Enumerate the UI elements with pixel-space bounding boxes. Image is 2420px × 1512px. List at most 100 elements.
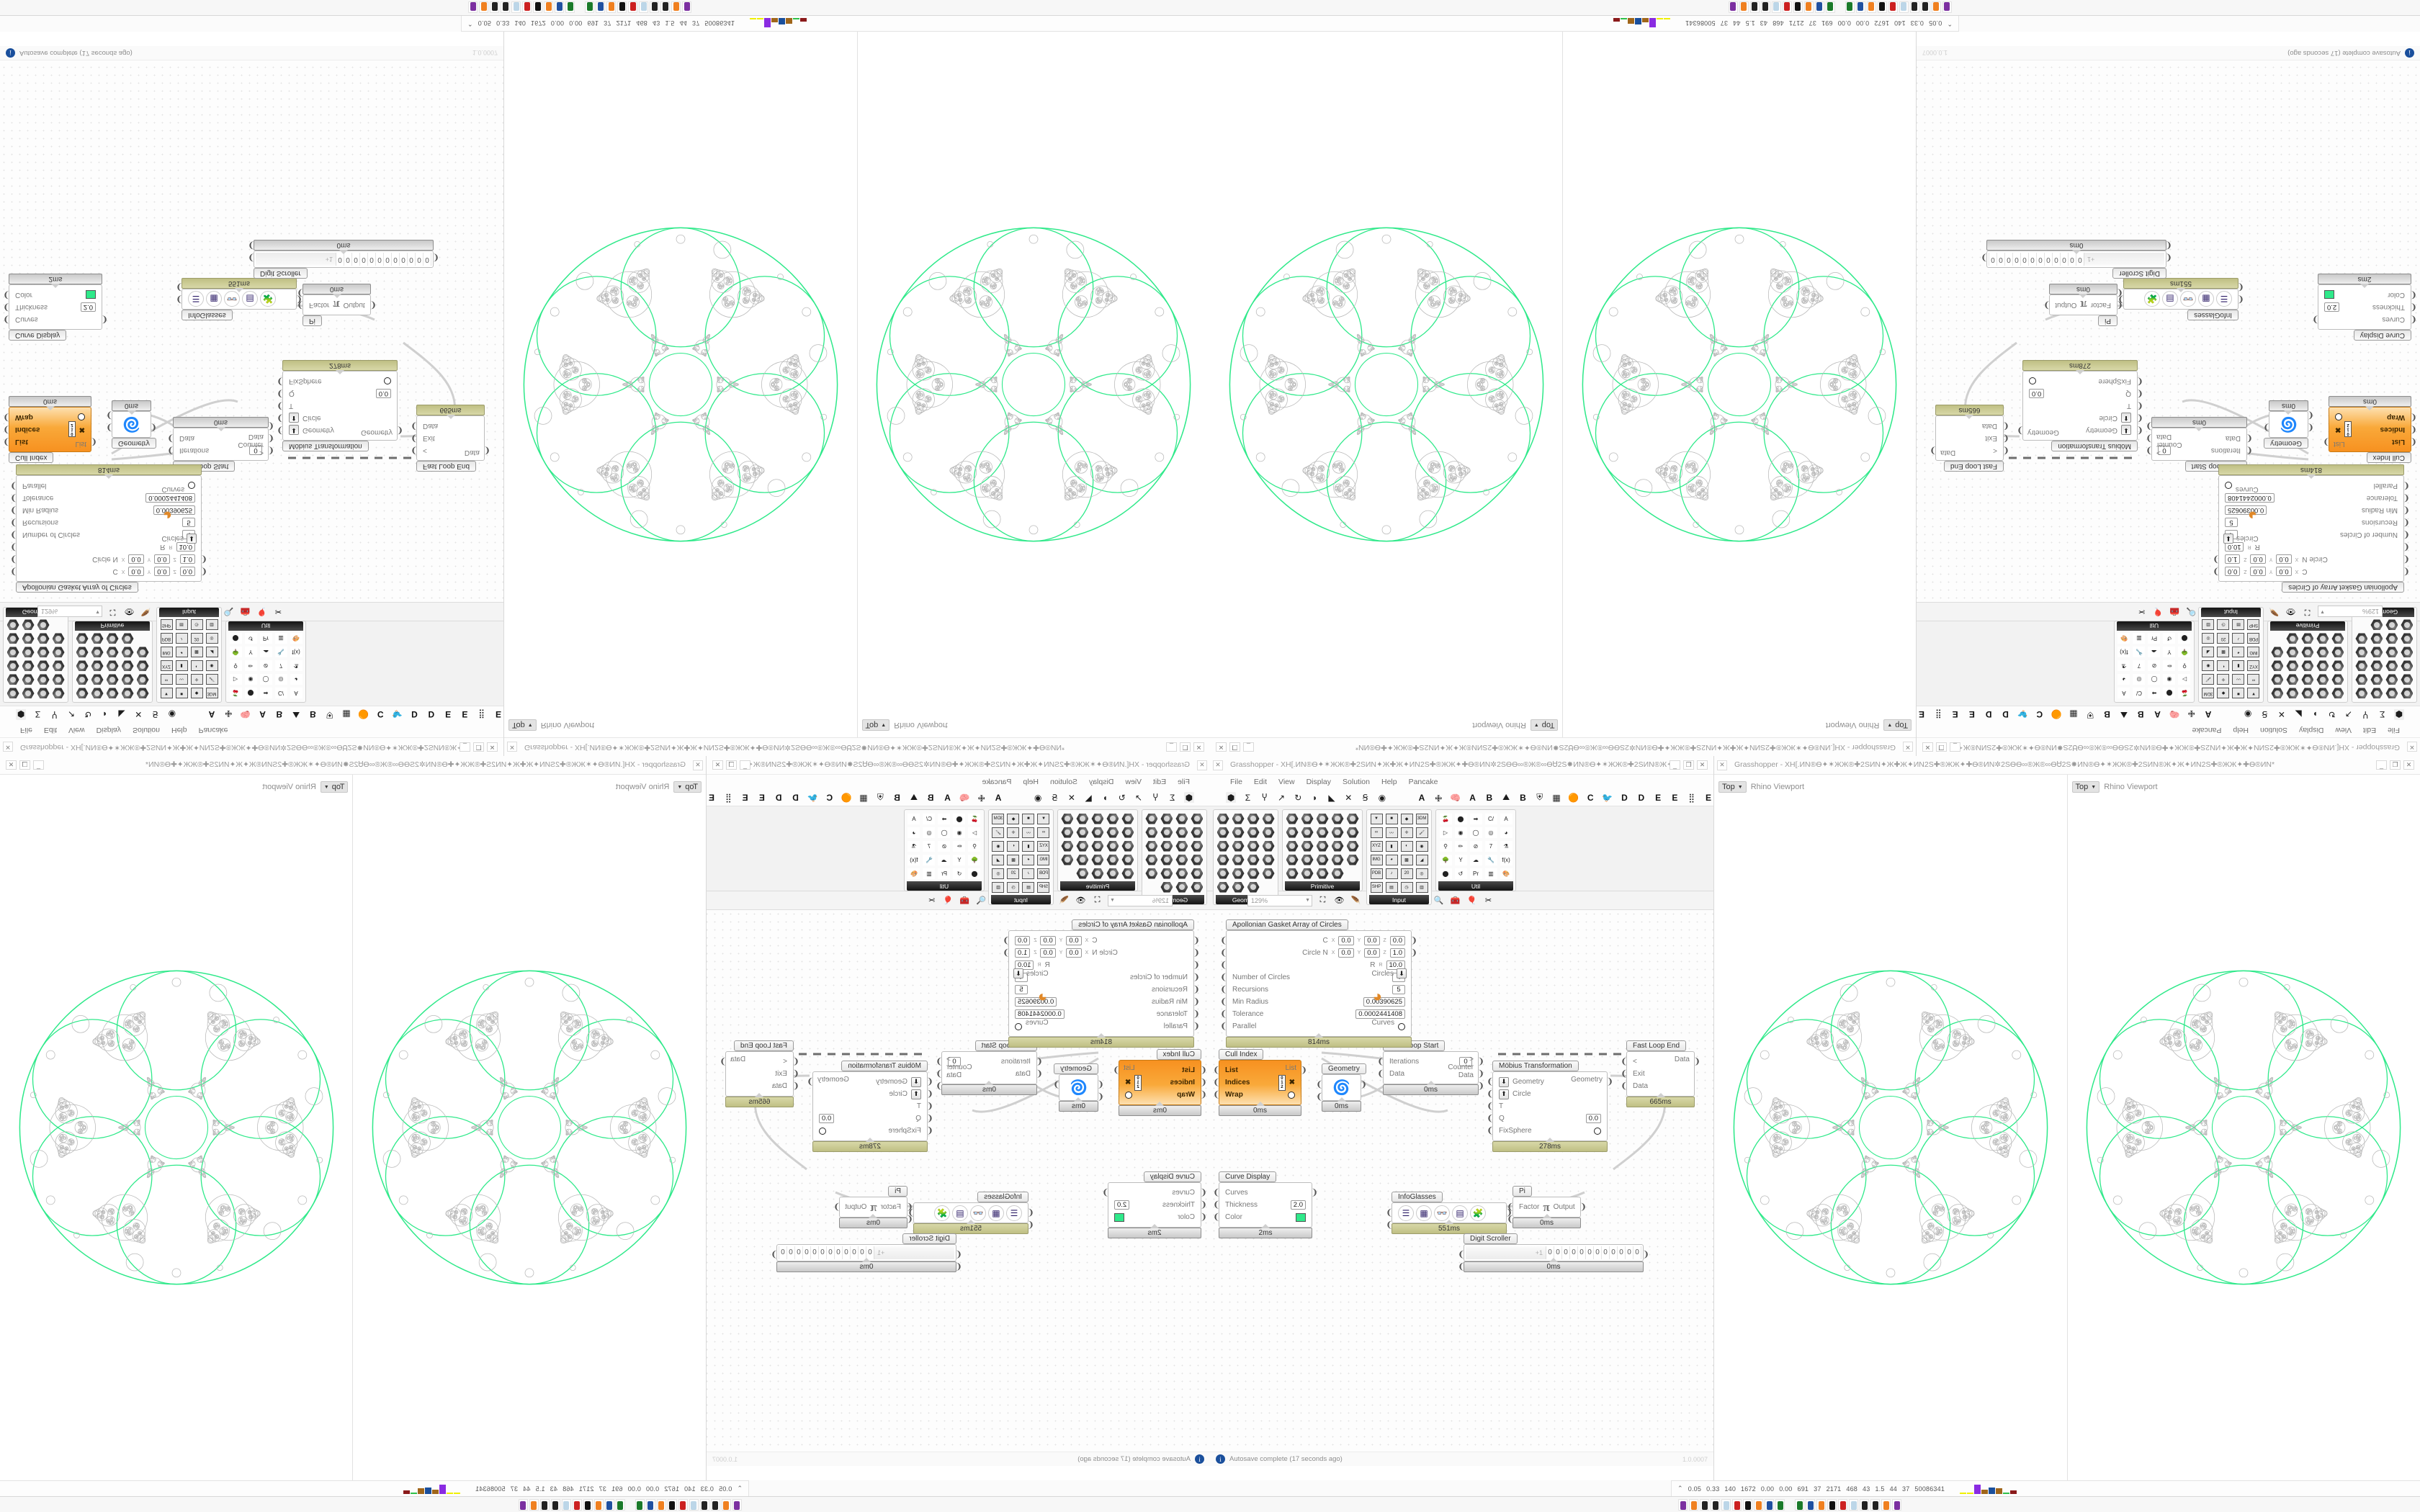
connection-port[interactable]: ❨ bbox=[2306, 410, 2314, 420]
ribbon-component-icon[interactable] bbox=[1144, 853, 1159, 866]
app-blue-icon[interactable] bbox=[1806, 1498, 1815, 1511]
ribbon-component-icon[interactable]: ◢ bbox=[991, 853, 1005, 866]
connection-port[interactable]: ❨ bbox=[2245, 433, 2253, 444]
component-body[interactable]: < Exit Data Data ❨ ❨ ❨ ❩ bbox=[720, 1051, 799, 1097]
digit-cell[interactable]: 0 bbox=[424, 253, 431, 266]
connection-port[interactable]: ❩ bbox=[1641, 1249, 1649, 1259]
connection-port[interactable]: ❨ bbox=[411, 421, 418, 431]
ribbon-component-icon[interactable] bbox=[21, 660, 35, 672]
viewport-view-selector[interactable]: Top ▼ bbox=[1718, 781, 1747, 793]
ribbon-component-icon[interactable]: ▼ bbox=[1369, 812, 1384, 825]
ribbon-component-icon[interactable]: 3DM bbox=[991, 812, 1005, 825]
component-name-tag[interactable]: Geometry bbox=[2264, 438, 2308, 449]
tab-letter-b1[interactable]: B bbox=[2137, 709, 2144, 720]
down-arrow-icon[interactable]: ⬇ bbox=[911, 1076, 921, 1087]
viewport-view-selector[interactable]: Top ▼ bbox=[1530, 719, 1559, 731]
ribbon-component-icon[interactable]: Y bbox=[1453, 853, 1468, 866]
app-code-icon[interactable] bbox=[1870, 1498, 1880, 1511]
input-value[interactable]: 0.0002441408 bbox=[1355, 1009, 1405, 1019]
ribbon-component-icon[interactable] bbox=[2400, 673, 2414, 686]
ribbon-component-icon[interactable]: ⚲ bbox=[1438, 840, 1453, 852]
app-purple-icon[interactable] bbox=[1678, 1498, 1688, 1511]
menu-item-help[interactable]: Help bbox=[1381, 778, 1397, 786]
tab-table-icon[interactable]: ▦ bbox=[342, 709, 351, 720]
ribbon-component-icon[interactable]: ▮ bbox=[1384, 840, 1399, 852]
tab-orange-icon[interactable]: 🟠 bbox=[1568, 792, 1579, 803]
ribbon-component-icon[interactable] bbox=[21, 687, 35, 700]
ribbon-component-icon[interactable] bbox=[51, 646, 66, 659]
connection-port[interactable]: ❩ bbox=[936, 1056, 944, 1066]
preview-icon[interactable]: 👁 bbox=[1334, 896, 1345, 905]
app-green-icon[interactable] bbox=[1826, 1, 1835, 14]
menu-item-view[interactable]: View bbox=[1278, 778, 1295, 786]
component-name-tag[interactable]: InfoGlasses bbox=[182, 310, 233, 320]
ribbon-component-icon[interactable] bbox=[1315, 853, 1330, 866]
ribbon-component-icon[interactable]: ◷ bbox=[189, 618, 204, 631]
minimize-icon[interactable]: _ bbox=[1243, 742, 1254, 752]
ribbon-component-icon[interactable] bbox=[1121, 812, 1135, 825]
toggle-knob[interactable] bbox=[78, 413, 85, 421]
connection-port[interactable]: ❨ bbox=[1316, 1092, 1324, 1102]
app-green-icon[interactable] bbox=[616, 1498, 625, 1511]
component-name-tag[interactable]: Pi bbox=[1512, 1186, 1532, 1197]
digit-cell[interactable]: 0 bbox=[1618, 1246, 1626, 1259]
connection-port[interactable]: ❩ bbox=[833, 1202, 841, 1212]
digit-cell[interactable]: 0 bbox=[779, 1246, 786, 1259]
ribbon-component-icon[interactable]: ✛ bbox=[1399, 826, 1414, 839]
bake-icon[interactable]: 🪶 bbox=[140, 607, 151, 616]
connection-port[interactable]: ❨ bbox=[2409, 413, 2417, 423]
axis-value-z[interactable]: 1.0 bbox=[1015, 948, 1031, 958]
ribbon-component-icon[interactable]: ◉ bbox=[1415, 840, 1429, 852]
component-body[interactable]: C X 0.0 Y 0.0 Z 0.0 Circle N X 0.0 Y 0.0 Z 1.0 R R 10.0 N… bbox=[1003, 930, 1200, 1037]
connection-port[interactable]: ❩ bbox=[1299, 1065, 1307, 1075]
viewport-view-selector[interactable]: Top ▼ bbox=[861, 719, 890, 731]
digit-sign[interactable]: +1 bbox=[1466, 1246, 1546, 1259]
connection-port[interactable]: ❩ bbox=[100, 315, 108, 325]
connection-port[interactable]: ❨ bbox=[297, 300, 305, 310]
connection-port[interactable]: ❨ bbox=[2115, 300, 2123, 310]
tab-letter-e3[interactable]: E bbox=[1919, 709, 1925, 720]
ribbon-component-icon[interactable]: ◉ bbox=[205, 660, 219, 672]
ribbon-component-icon[interactable]: ✏ bbox=[2162, 660, 2177, 672]
ribbon-component-icon[interactable]: 3DM bbox=[1415, 812, 1429, 825]
component-name-tag[interactable]: Cull Index bbox=[9, 452, 54, 463]
ribbon-component-icon[interactable] bbox=[1345, 853, 1360, 866]
ribbon-component-icon[interactable] bbox=[1090, 826, 1105, 839]
toggle-knob[interactable] bbox=[384, 377, 391, 385]
cluster-icon[interactable]: ✂ bbox=[274, 607, 282, 616]
input-value[interactable]: 0.0 bbox=[2029, 389, 2045, 398]
digit-cell[interactable]: 0 bbox=[352, 253, 360, 266]
ribbon-component-icon[interactable] bbox=[51, 660, 66, 672]
ribbon-component-icon[interactable] bbox=[1121, 867, 1135, 880]
component-name-tag[interactable]: Cull Index bbox=[2366, 452, 2411, 463]
component-body[interactable]: C X 0.0 Y 0.0 Z 0.0 Circle N X 0.0 Y 0.0 Z 1.0 R R 10.0 N… bbox=[10, 475, 207, 582]
connection-port[interactable]: ❩ bbox=[2213, 554, 2220, 564]
tab-params-icon[interactable]: ⬢ bbox=[16, 709, 27, 720]
bars-icon[interactable]: ☰ bbox=[1398, 1205, 1414, 1221]
ribbon-component-icon[interactable] bbox=[2285, 646, 2300, 659]
ribbon-component-icon[interactable] bbox=[2354, 687, 2369, 700]
ribbon-component-icon[interactable]: ⊘ bbox=[1469, 840, 1483, 852]
axis-value-y[interactable]: 0.0 bbox=[2250, 567, 2266, 576]
ribbon-component-icon[interactable] bbox=[1190, 826, 1204, 839]
connection-port[interactable]: ❩ bbox=[431, 253, 439, 263]
connection-port[interactable]: ❨ bbox=[792, 1056, 799, 1066]
ribbon-component-icon[interactable] bbox=[1330, 840, 1345, 852]
ribbon-component-icon[interactable] bbox=[1300, 840, 1314, 852]
tab-letter-e1[interactable]: E bbox=[1968, 709, 1975, 720]
connection-port[interactable]: ❨ bbox=[1377, 1068, 1385, 1079]
ribbon-component-icon[interactable] bbox=[21, 673, 35, 686]
ribbon-component-icon[interactable] bbox=[135, 687, 150, 700]
tab-orange-icon[interactable]: 🟠 bbox=[841, 792, 852, 803]
ribbon-component-icon[interactable] bbox=[2270, 673, 2285, 686]
glasses-icon[interactable]: 👓 bbox=[2180, 291, 2196, 307]
component-body[interactable]: < Exit Data Data ❨ ❨ ❨ ❩ bbox=[1930, 415, 2009, 461]
ribbon-component-icon[interactable]: A bbox=[907, 812, 921, 825]
connection-port[interactable]: ❩ bbox=[720, 1056, 727, 1066]
ribbon-component-icon[interactable] bbox=[2316, 673, 2330, 686]
ribbon-component-icon[interactable] bbox=[2331, 673, 2345, 686]
ribbon-component-icon[interactable]: 3DM bbox=[205, 687, 219, 700]
app-black-icon[interactable] bbox=[583, 1498, 593, 1511]
component-body[interactable]: 🌀 ❨ ❨ ❩ bbox=[1316, 1074, 1367, 1102]
connection-port[interactable]: ❨ bbox=[2409, 302, 2417, 312]
